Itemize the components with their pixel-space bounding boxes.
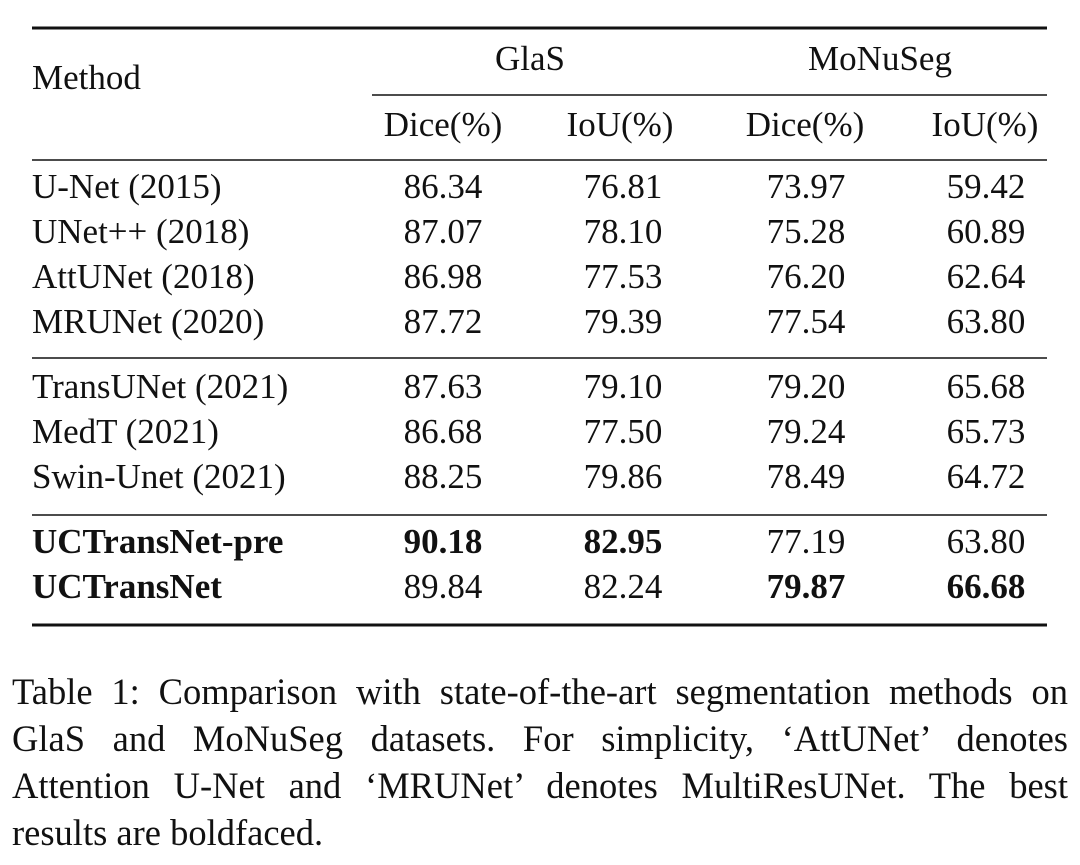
group-header: MoNuSeg bbox=[808, 39, 952, 78]
value-cell: 79.86 bbox=[584, 457, 663, 496]
method-cell: U-Net (2015) bbox=[32, 167, 222, 206]
value-cell: 79.10 bbox=[584, 367, 663, 406]
value-cell: 89.84 bbox=[404, 567, 483, 606]
table: Method GlaS MoNuSeg Dice(%) IoU(%) Dice(… bbox=[32, 26, 1047, 627]
value-cell: 65.68 bbox=[947, 367, 1026, 406]
value-cell: 78.49 bbox=[767, 457, 846, 496]
group-header: GlaS bbox=[495, 39, 565, 78]
value-cell: 77.54 bbox=[767, 302, 846, 341]
value-cell: 75.28 bbox=[767, 212, 846, 251]
method-cell: AttUNet (2018) bbox=[32, 257, 255, 296]
metric-header: IoU(%) bbox=[567, 105, 674, 144]
caption: Table 1: Comparison with state-of-the-ar… bbox=[12, 671, 1068, 853]
table-body: U-Net (2015) 86.34 76.81 73.97 59.42 UNet++ (… bbox=[32, 167, 1025, 606]
method-cell: MRUNet (2020) bbox=[32, 302, 264, 341]
value-cell: 78.10 bbox=[584, 212, 663, 251]
value-cell: 87.07 bbox=[404, 212, 483, 251]
method-cell: Swin-Unet (2021) bbox=[32, 457, 286, 496]
method-cell: UCTransNet bbox=[32, 567, 222, 606]
value-cell: 76.81 bbox=[584, 167, 663, 206]
value-cell: 64.72 bbox=[947, 457, 1026, 496]
value-cell: 87.63 bbox=[404, 367, 483, 406]
value-cell: 77.19 bbox=[767, 522, 846, 561]
value-cell: 60.89 bbox=[947, 212, 1026, 251]
value-cell: 86.68 bbox=[404, 412, 483, 451]
value-cell: 77.50 bbox=[584, 412, 663, 451]
value-cell: 63.80 bbox=[947, 302, 1026, 341]
value-cell: 66.68 bbox=[947, 567, 1026, 606]
method-cell: TransUNet (2021) bbox=[32, 367, 288, 406]
method-cell: UNet++ (2018) bbox=[32, 212, 249, 251]
value-cell: 79.20 bbox=[767, 367, 846, 406]
metric-header: Dice(%) bbox=[384, 105, 503, 144]
value-cell: 90.18 bbox=[404, 522, 483, 561]
metric-header: IoU(%) bbox=[932, 105, 1039, 144]
method-header: Method bbox=[32, 58, 141, 97]
metric-header: Dice(%) bbox=[746, 105, 865, 144]
value-cell: 77.53 bbox=[584, 257, 663, 296]
value-cell: 88.25 bbox=[404, 457, 483, 496]
value-cell: 82.24 bbox=[584, 567, 663, 606]
value-cell: 65.73 bbox=[947, 412, 1026, 451]
value-cell: 86.34 bbox=[404, 167, 483, 206]
value-cell: 86.98 bbox=[404, 257, 483, 296]
value-cell: 62.64 bbox=[947, 257, 1026, 296]
value-cell: 82.95 bbox=[584, 522, 663, 561]
value-cell: 79.39 bbox=[584, 302, 663, 341]
value-cell: 79.24 bbox=[767, 412, 846, 451]
method-cell: MedT (2021) bbox=[32, 412, 219, 451]
value-cell: 87.72 bbox=[404, 302, 483, 341]
value-cell: 79.87 bbox=[767, 567, 846, 606]
value-cell: 59.42 bbox=[947, 167, 1026, 206]
value-cell: 76.20 bbox=[767, 257, 846, 296]
value-cell: 73.97 bbox=[767, 167, 846, 206]
method-cell: UCTransNet-pre bbox=[32, 522, 283, 561]
value-cell: 63.80 bbox=[947, 522, 1026, 561]
